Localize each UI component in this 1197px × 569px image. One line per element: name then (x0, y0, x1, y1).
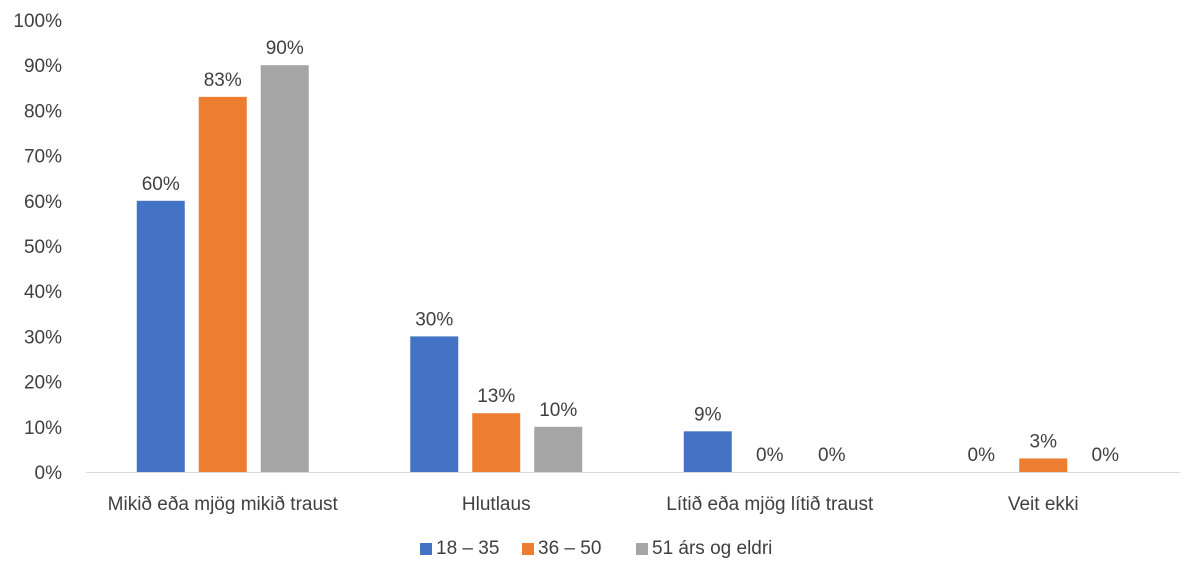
legend-item: 36 – 50 (522, 538, 601, 559)
bar (1019, 458, 1068, 472)
legend-item: 51 árs og eldri (636, 538, 772, 559)
y-tick-label: 40% (24, 282, 62, 303)
bar (472, 413, 521, 472)
category-labels: Mikið eða mjög mikið traust Hlutlaus Lítið… (108, 494, 1079, 515)
category-label: Lítið eða mjög lítið traust (666, 494, 874, 515)
legend-label: 36 – 50 (538, 538, 601, 559)
data-label: 0% (1092, 445, 1120, 466)
data-label: 0% (968, 445, 996, 466)
legend-label: 18 – 35 (436, 538, 499, 559)
legend-label: 51 árs og eldri (652, 538, 772, 559)
data-label: 3% (1030, 431, 1058, 452)
bar (534, 426, 583, 472)
y-tick-label: 30% (24, 327, 62, 348)
y-tick-label: 60% (24, 192, 62, 213)
y-tick-label: 10% (24, 418, 62, 439)
data-labels: 60% 83% 90% 30% 13% 10% 9% 0% 0% 0% 3% 0% (142, 38, 1119, 466)
category-label: Mikið eða mjög mikið traust (108, 494, 339, 515)
legend-item: 18 – 35 (420, 538, 499, 559)
data-label: 30% (415, 309, 453, 330)
y-tick-label: 100% (13, 11, 62, 32)
category-label: Hlutlaus (462, 494, 531, 515)
y-axis: 0% 10% 20% 30% 40% 50% 60% 70% 80% 90% 100% (13, 11, 62, 484)
bars (136, 65, 1068, 473)
bar (260, 65, 309, 472)
data-label: 0% (756, 445, 784, 466)
y-tick-label: 70% (24, 147, 62, 168)
bar (683, 431, 732, 472)
legend-swatch (636, 543, 648, 555)
data-label: 10% (539, 400, 577, 421)
legend: 18 – 35 36 – 50 51 árs og eldri (420, 538, 772, 559)
category-label: Veit ekki (1008, 494, 1079, 515)
data-label: 83% (204, 70, 242, 91)
y-tick-label: 0% (35, 463, 63, 484)
bar (198, 96, 247, 472)
y-tick-label: 90% (24, 56, 62, 77)
data-label: 60% (142, 174, 180, 195)
data-label: 13% (477, 386, 515, 407)
data-label: 9% (694, 404, 722, 425)
y-tick-label: 20% (24, 373, 62, 394)
y-tick-label: 80% (24, 101, 62, 122)
bar (136, 200, 185, 473)
legend-swatch (522, 543, 534, 555)
data-label: 0% (818, 445, 846, 466)
legend-swatch (420, 543, 432, 555)
data-label: 90% (266, 38, 304, 59)
bar (410, 336, 459, 472)
y-tick-label: 50% (24, 237, 62, 258)
